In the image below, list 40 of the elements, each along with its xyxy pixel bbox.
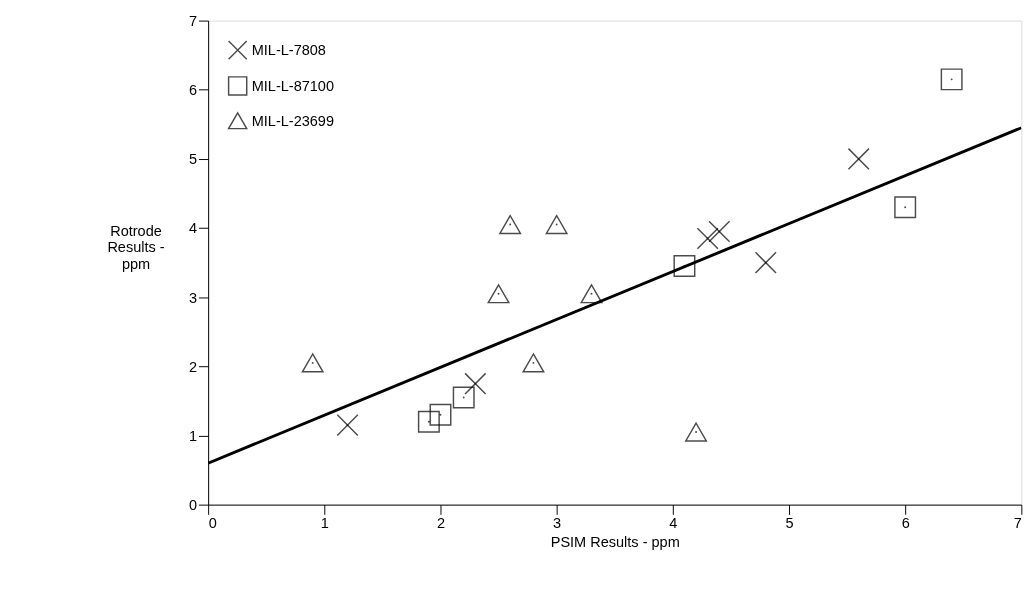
point xyxy=(301,353,324,373)
y-tick-label: 3 xyxy=(188,289,198,306)
point xyxy=(580,284,603,304)
y-tick-label: 7 xyxy=(188,12,198,29)
point xyxy=(452,386,475,409)
point xyxy=(685,422,708,442)
point xyxy=(708,220,731,243)
point xyxy=(673,255,696,278)
point xyxy=(522,353,545,373)
x-axis-title: PSIM Results - ppm xyxy=(550,533,680,550)
point xyxy=(499,214,522,235)
point xyxy=(336,414,359,437)
y-axis-title: Rotrode Results - ppm xyxy=(107,223,165,272)
point xyxy=(464,372,487,395)
x-tick-label: 6 xyxy=(901,515,910,532)
legend-label: MIL-L-7808 xyxy=(251,41,326,58)
point xyxy=(487,284,510,304)
x-tick-label: 1 xyxy=(320,515,329,532)
y-tick-label: 0 xyxy=(188,496,198,513)
y-tick-label: 6 xyxy=(188,82,198,99)
legend-label: MIL-L-23699 xyxy=(251,112,335,129)
point xyxy=(754,251,777,274)
x-tick-label: 0 xyxy=(208,515,217,532)
y-tick-label: 4 xyxy=(188,220,198,237)
point xyxy=(696,227,719,250)
point xyxy=(545,214,568,235)
point xyxy=(429,403,452,426)
y-tick-label: 1 xyxy=(188,427,198,444)
y-tick-label: 2 xyxy=(188,358,198,375)
y-tick-label: 5 xyxy=(188,151,198,168)
point xyxy=(894,196,917,219)
point xyxy=(417,410,440,433)
legend-label: MIL-L-87100 xyxy=(251,77,335,94)
x-tick-label: 7 xyxy=(1013,515,1022,532)
point xyxy=(940,68,963,91)
x-tick-label: 4 xyxy=(669,515,678,532)
x-tick-label: 2 xyxy=(436,515,446,532)
point xyxy=(847,147,870,170)
x-tick-label: 3 xyxy=(553,515,562,532)
x-tick-label: 5 xyxy=(785,515,794,532)
